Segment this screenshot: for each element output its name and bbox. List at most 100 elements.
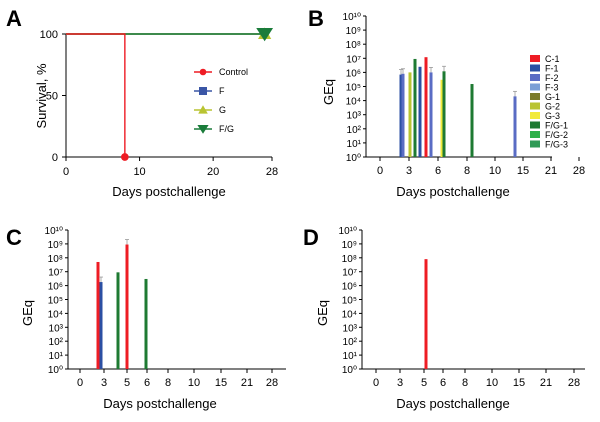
axes: 10⁰ 10¹ 10² 10³ 10⁴ 10⁵ 10⁶ 10⁷ 10⁸ 10⁹ 10¹⁰ 0 3 5 6 8 1… xyxy=(45,226,286,389)
y-tick-label: 10² xyxy=(343,337,358,348)
y-tick-label: 10⁵ xyxy=(48,296,63,307)
legend-swatch xyxy=(530,140,540,148)
bar xyxy=(424,259,428,369)
x-tick-label: 21 xyxy=(241,377,253,389)
bars xyxy=(96,239,148,369)
x-tick-label: 10 xyxy=(489,165,501,177)
bar xyxy=(413,58,417,158)
x-tick-label: 0 xyxy=(377,165,383,177)
bar xyxy=(424,57,428,157)
x-tick-label: 3 xyxy=(397,377,403,389)
legend-swatch xyxy=(530,64,540,72)
y-tick-label: 10⁴ xyxy=(48,309,63,320)
x-tick-label: 15 xyxy=(215,377,227,389)
y-tick-label: 10⁰ xyxy=(342,365,357,376)
x-tick-label: 3 xyxy=(101,377,107,389)
x-tick-label: 21 xyxy=(540,377,552,389)
legend-label: F/G xyxy=(219,124,234,134)
y-tick-label: 10¹⁰ xyxy=(343,12,361,23)
legend-swatch xyxy=(530,102,540,110)
bar xyxy=(440,79,444,157)
bar xyxy=(144,278,148,369)
x-tick-label: 10 xyxy=(486,377,498,389)
bars xyxy=(424,259,428,369)
y-tick-label: 10⁹ xyxy=(342,240,357,251)
x-tick-label: 3 xyxy=(406,165,412,177)
legend-swatch xyxy=(530,93,540,100)
legend-label: G-1 xyxy=(545,92,560,102)
legend-label: Control xyxy=(219,67,248,77)
y-tick-label: 10⁷ xyxy=(346,54,361,65)
legend-swatch xyxy=(530,74,540,81)
bars xyxy=(399,57,517,158)
bar xyxy=(418,66,422,157)
y-axis-label: Survival, % xyxy=(34,63,49,128)
y-tick-label: 10⁸ xyxy=(346,40,361,51)
bar xyxy=(401,73,405,157)
legend-label: F-2 xyxy=(545,73,559,83)
x-tick-label: 8 xyxy=(464,165,470,177)
y-tick-label: 10³ xyxy=(347,111,362,122)
x-axis-label: Days postchallenge xyxy=(112,184,225,199)
legend-swatch xyxy=(530,131,540,138)
x-tick-label: 6 xyxy=(435,165,441,177)
bar xyxy=(116,272,120,369)
x-tick-label: 20 xyxy=(207,166,219,178)
y-tick-label: 10⁶ xyxy=(346,68,361,79)
y-tick-label: 10⁵ xyxy=(342,296,357,307)
y-tick-label: 10² xyxy=(49,337,64,348)
y-tick-label: 10² xyxy=(347,125,362,136)
axes: 10⁰ 10¹ 10² 10³ 10⁴ 10⁵ 10⁶ 10⁷ 10⁸ 10⁹ 10¹⁰ 0 3 6 8 10… xyxy=(343,12,586,177)
y-tick-label: 10⁰ xyxy=(48,365,63,376)
legend-marker xyxy=(197,125,209,134)
series-marker xyxy=(256,28,274,42)
x-tick-label: 0 xyxy=(63,166,69,178)
x-tick-label: 28 xyxy=(573,165,585,177)
bar xyxy=(99,282,103,369)
x-tick-label: 21 xyxy=(545,165,557,177)
y-tick-label: 0 xyxy=(52,152,58,164)
legend-swatch xyxy=(530,121,540,129)
bar xyxy=(399,74,403,157)
x-tick-label: 0 xyxy=(373,377,379,389)
legend-label: C-1 xyxy=(545,54,560,64)
legend-marker xyxy=(199,87,207,95)
y-tick-group: 0 50 100 xyxy=(40,29,66,164)
y-tick-label: 10⁴ xyxy=(342,309,357,320)
legend-label: F/G-1 xyxy=(545,121,568,131)
panel-letter: D xyxy=(303,225,319,250)
panel-d: D 10⁰ 10¹ 10² 10³ 10⁴ 10⁵ 10⁶ 10⁷ 10⁸ 10⁹ 10¹⁰ 0 3 5 6… xyxy=(303,225,585,411)
legend-label: F-3 xyxy=(545,83,559,93)
x-tick-label: 0 xyxy=(77,377,83,389)
x-tick-label: 6 xyxy=(440,377,446,389)
y-tick-label: 10⁹ xyxy=(48,240,63,251)
x-axis-label: Days postchallenge xyxy=(103,396,216,411)
x-tick-label: 28 xyxy=(568,377,580,389)
x-tick-label: 28 xyxy=(266,377,278,389)
y-tick-label: 10⁰ xyxy=(346,153,361,164)
x-tick-label: 8 xyxy=(462,377,468,389)
legend-swatch xyxy=(530,55,540,62)
x-axis-label: Days postchallenge xyxy=(396,396,509,411)
y-axis-label: GEq xyxy=(321,79,336,105)
legend-swatch xyxy=(530,83,540,91)
bar xyxy=(470,84,474,157)
y-axis-label: GEq xyxy=(315,300,330,326)
legend-label: F xyxy=(219,86,225,96)
legend-swatch xyxy=(530,112,540,119)
panel-b: B 10⁰ 10¹ 10² 10³ 10⁴ 10⁵ 10⁶ 10⁷ 10⁸ 10⁹ 10¹⁰ 0 3 6 8… xyxy=(308,6,585,199)
y-tick-label: 10⁸ xyxy=(48,254,63,265)
y-tick-label: 10¹ xyxy=(347,139,362,150)
y-tick-label: 10⁸ xyxy=(342,254,357,265)
legend-label: F/G-3 xyxy=(545,140,568,150)
survival-lines xyxy=(66,27,274,161)
x-tick-label: 6 xyxy=(144,377,150,389)
y-tick-label: 10⁶ xyxy=(342,282,357,293)
y-tick-label: 10¹⁰ xyxy=(339,226,357,237)
y-axis-label: GEq xyxy=(20,300,35,326)
y-tick-label: 10⁷ xyxy=(48,268,63,279)
legend-label: F-1 xyxy=(545,64,559,74)
axes: 10⁰ 10¹ 10² 10³ 10⁴ 10⁵ 10⁶ 10⁷ 10⁸ 10⁹ 10¹⁰ 0 3 5 6 8 1… xyxy=(339,226,585,389)
x-tick-group: 0 10 20 28 xyxy=(63,157,278,178)
legend: C-1F-1F-2F-3G-1G-2G-3F/G-1F/G-2F/G-3 xyxy=(530,54,568,150)
